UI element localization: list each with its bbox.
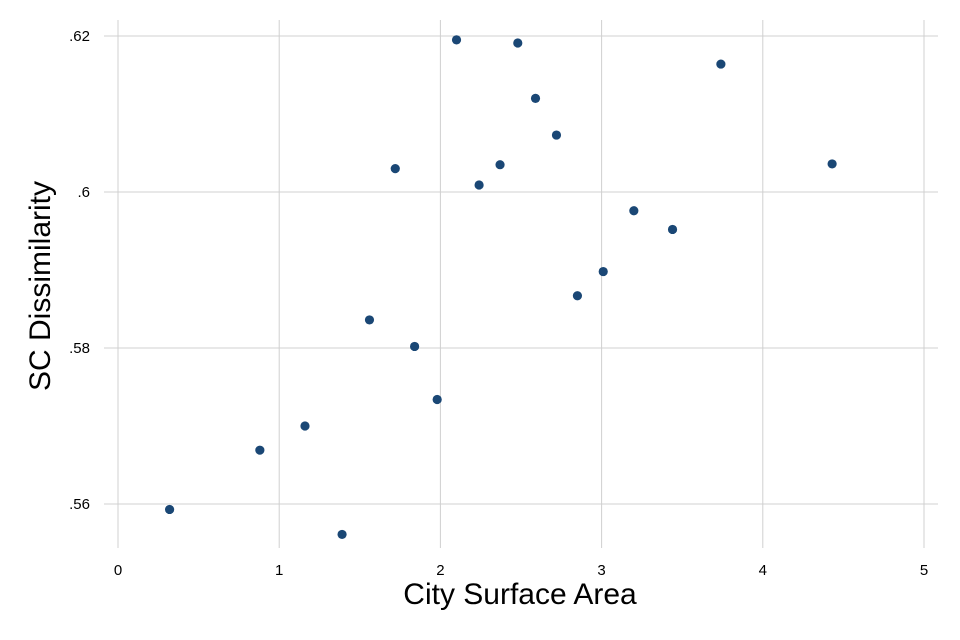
x-tick-label: 0 xyxy=(114,562,122,579)
data-point xyxy=(451,35,462,45)
data-point xyxy=(474,180,484,190)
y-tick-label: .58 xyxy=(69,340,90,357)
data-point xyxy=(432,394,442,405)
y-tick-labels: .56 .58 .6 .62 xyxy=(69,28,90,513)
y-tick-label: .62 xyxy=(69,28,90,45)
x-tick-label: 1 xyxy=(275,562,283,579)
data-point xyxy=(827,159,837,169)
data-point xyxy=(629,206,639,216)
x-gridlines xyxy=(117,20,925,548)
data-point xyxy=(255,445,265,455)
data-points xyxy=(164,35,837,540)
data-point xyxy=(667,224,678,235)
data-point xyxy=(337,529,347,540)
data-point xyxy=(495,160,505,170)
x-tick-labels: 0 1 2 3 4 5 xyxy=(114,562,928,579)
data-point xyxy=(300,421,310,431)
data-point xyxy=(572,291,583,301)
y-axis-title: SC Dissimilarity xyxy=(24,181,57,391)
y-gridlines xyxy=(104,35,938,505)
data-point xyxy=(716,59,726,69)
data-point xyxy=(164,504,175,515)
data-point xyxy=(364,315,375,325)
data-point xyxy=(530,93,541,103)
x-tick-label: 2 xyxy=(436,562,444,579)
data-point xyxy=(410,341,420,352)
data-point xyxy=(513,38,523,48)
data-point xyxy=(551,130,562,140)
data-point xyxy=(598,266,608,277)
x-tick-label: 4 xyxy=(759,562,767,579)
x-tick-label: 3 xyxy=(597,562,605,579)
x-tick-label: 5 xyxy=(920,562,928,579)
x-axis-title: City Surface Area xyxy=(403,578,637,611)
data-point xyxy=(390,164,400,174)
y-tick-label: .6 xyxy=(77,184,90,201)
y-tick-label: .56 xyxy=(69,496,90,513)
